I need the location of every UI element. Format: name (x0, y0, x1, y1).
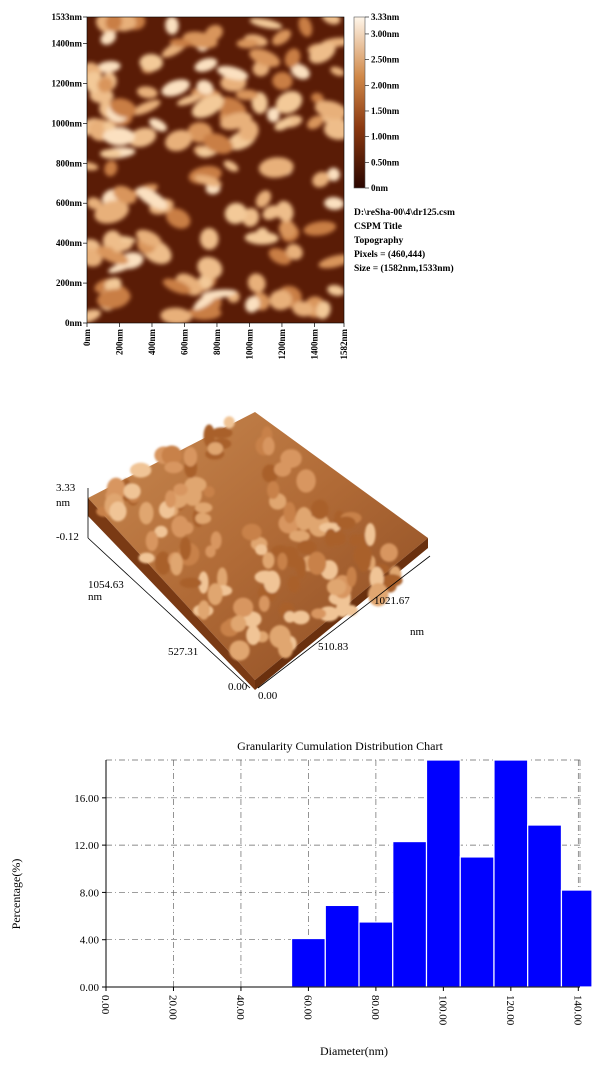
chart-y-tick-label: 4.00 (80, 935, 100, 947)
granularity-chart-panel: Granularity Cumulation Distribution Char… (0, 730, 592, 1068)
left-axis-tick-label: 527.31 (168, 646, 198, 658)
surface-bumps (96, 416, 403, 661)
chart-x-tick-label: 60.00 (301, 995, 313, 1020)
colorbar (353, 16, 366, 189)
info-size: Size = (1582nm,1533nm) (354, 263, 454, 274)
colorbar-label: 0nm (371, 183, 389, 193)
colorbar-label: 2.00nm (371, 80, 400, 90)
afm-3d-svg: 3.33 nm -0.12 1054.63 527.31 0.00 nm 0.00 5… (56, 412, 431, 702)
afm-y-tick-label: 200nm (56, 278, 83, 288)
granularity-chart-svg: Granularity Cumulation Distribution Char… (9, 739, 592, 1058)
topography-image (87, 17, 344, 323)
afm-x-axis: 0nm 200nm 400nm 600nm 800nm 1000nm 1200nm 1400n… (82, 323, 349, 360)
colorbar-label: 0.50nm (371, 157, 400, 167)
afm-y-tick-label: 1200nm (51, 78, 82, 88)
right-axis-unit: nm (410, 626, 425, 638)
colorbar-label: 1.50nm (371, 106, 400, 116)
left-axis-tick-label: 1054.63 (88, 579, 124, 591)
chart-x-tick-label: 140.00 (571, 995, 583, 1026)
chart-y-ticks: 0.00 4.00 8.00 12.00 16.00 (74, 793, 106, 994)
z-max-label: 3.33 (56, 482, 76, 494)
chart-bars (290, 759, 592, 988)
z-unit-label: nm (56, 497, 71, 509)
histogram-bar (527, 824, 563, 988)
histogram-bar (392, 840, 428, 988)
info-pixels: Pixels = (460,444) (354, 249, 425, 260)
left-axis-tick-label: 0.00 (228, 681, 248, 693)
afm-x-tick-label: 1582nm (339, 329, 349, 360)
colorbar-label: 3.00nm (371, 29, 400, 39)
afm-x-tick-label: 400nm (147, 329, 157, 356)
info-mode: Topography (354, 236, 404, 246)
afm-y-tick-label: 0nm (65, 318, 83, 328)
chart-x-ticks: 0.00 20.00 40.00 60.00 80.00 100.00 120.00 140.… (99, 987, 583, 1026)
afm-3d-panel: 3.33 nm -0.12 1054.63 527.31 0.00 nm 0.00 5… (0, 388, 460, 723)
chart-x-tick-label: 80.00 (369, 995, 381, 1020)
afm-y-tick-label: 1400nm (51, 39, 82, 49)
z-min-label: -0.12 (56, 531, 79, 543)
afm-y-tick-label: 1000nm (51, 118, 82, 128)
afm-x-tick-label: 1400nm (309, 329, 319, 360)
histogram-bar (459, 856, 495, 988)
histogram-bar (560, 889, 592, 988)
colorbar-label: 1.00nm (371, 132, 400, 142)
chart-title: Granularity Cumulation Distribution Char… (237, 739, 443, 753)
info-title: CSPM Title (354, 222, 402, 232)
chart-y-tick-label: 8.00 (80, 887, 100, 899)
afm-2d-svg: 1533nm 1400nm 1200nm 1000nm 800nm 600nm 400nm 2… (51, 12, 455, 360)
chart-x-tick-label: 40.00 (234, 995, 246, 1020)
afm-x-tick-label: 200nm (114, 329, 124, 356)
afm-x-tick-label: 600nm (179, 329, 189, 356)
right-axis-tick-label: 1021.67 (374, 595, 410, 607)
chart-y-tick-label: 0.00 (80, 982, 100, 994)
afm-y-tick-label: 400nm (56, 238, 83, 248)
chart-x-tick-label: 0.00 (99, 995, 111, 1015)
afm-x-tick-label: 800nm (212, 329, 222, 356)
right-axis-tick-label: 0.00 (258, 690, 278, 702)
chart-y-label: Percentage(%) (9, 859, 23, 930)
chart-x-label: Diameter(nm) (320, 1044, 388, 1058)
histogram-bar (493, 759, 529, 988)
afm-x-tick-label: 1000nm (244, 329, 254, 360)
chart-y-tick-label: 16.00 (74, 793, 99, 805)
afm-2d-panel: 1533nm 1400nm 1200nm 1000nm 800nm 600nm 400nm 2… (0, 0, 592, 380)
afm-y-tick-label: 1533nm (51, 12, 82, 22)
left-axis-unit: nm (88, 591, 103, 603)
histogram-bar (358, 921, 394, 988)
chart-x-tick-label: 100.00 (436, 995, 448, 1026)
afm-x-tick-label: 1200nm (277, 329, 287, 360)
afm-y-axis: 1533nm 1400nm 1200nm 1000nm 800nm 600nm 400nm 2… (51, 12, 87, 328)
histogram-bar (324, 904, 360, 988)
right-axis-tick-label: 510.83 (318, 641, 349, 653)
afm-y-tick-label: 600nm (56, 198, 83, 208)
info-file: D:\reSha-00\4\dr125.csm (354, 208, 455, 218)
afm-x-tick-label: 0nm (82, 329, 92, 347)
colorbar-labels: 3.33nm 3.00nm 2.50nm 2.00nm 1.50nm 1.00nm 0.50… (365, 12, 400, 193)
histogram-bar (425, 759, 461, 988)
afm-y-tick-label: 800nm (56, 158, 83, 168)
colorbar-label: 3.33nm (371, 12, 400, 22)
chart-y-tick-label: 12.00 (74, 840, 99, 852)
chart-x-tick-label: 120.00 (504, 995, 516, 1026)
chart-x-tick-label: 20.00 (166, 995, 178, 1020)
histogram-bar (290, 937, 326, 988)
surface-left-face (88, 498, 255, 690)
colorbar-label: 2.50nm (371, 55, 400, 65)
